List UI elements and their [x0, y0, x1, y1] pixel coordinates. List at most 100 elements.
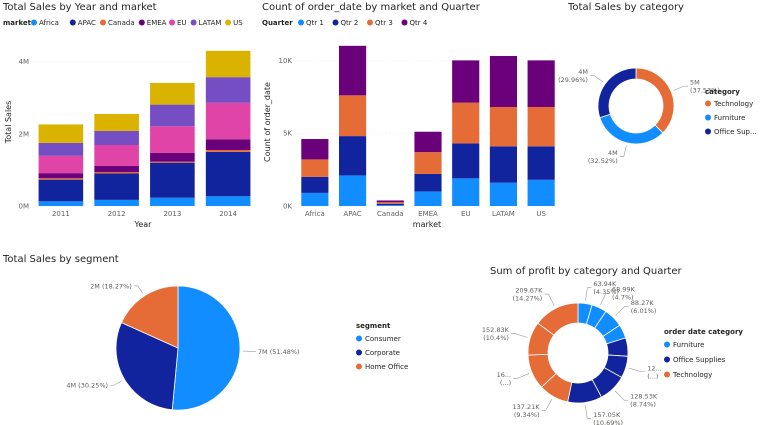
bar-segment[interactable]: [205, 139, 251, 151]
pie-slice[interactable]: [537, 302, 579, 336]
bar-segment[interactable]: [38, 173, 84, 179]
bar-segment[interactable]: [38, 201, 84, 206]
pie-slice[interactable]: [597, 67, 637, 119]
bar-segment[interactable]: [489, 146, 518, 183]
legend-item[interactable]: Qtr 4: [410, 19, 428, 27]
donut-area: 5M(37.53%)4M(32.52%)4M(29.96%): [558, 67, 720, 165]
legend-item[interactable]: APAC: [78, 19, 96, 27]
bar-segment[interactable]: [205, 151, 251, 197]
pie-slice[interactable]: [120, 285, 179, 349]
bar-segment[interactable]: [338, 175, 367, 206]
bar-segment[interactable]: [94, 130, 139, 146]
legend-item[interactable]: Qtr 1: [306, 19, 324, 27]
legend-item[interactable]: Canada: [108, 19, 135, 27]
bar-segment[interactable]: [414, 173, 442, 192]
legend-marker: [190, 19, 197, 26]
bar-segment[interactable]: [301, 139, 329, 160]
legend-item[interactable]: Office Supplies: [673, 356, 726, 364]
sales-by-category-chart: Total Sales by category 5M(37.53%)4M(32.…: [558, 2, 757, 165]
bar-segment[interactable]: [414, 131, 442, 153]
y-tick-label: 2M: [19, 130, 30, 138]
legend-item[interactable]: Qtr 2: [341, 19, 359, 27]
bar-segment[interactable]: [376, 202, 404, 204]
legend-marker: [401, 19, 408, 26]
bar-segment[interactable]: [452, 102, 480, 144]
bar-segment[interactable]: [527, 106, 555, 147]
bar-segment[interactable]: [150, 82, 195, 105]
bar-segment[interactable]: [489, 182, 518, 206]
bar-segment[interactable]: [452, 143, 480, 179]
y-axis-label: Total Sales: [4, 101, 13, 145]
bar-segment[interactable]: [94, 145, 139, 166]
bar-segment[interactable]: [301, 192, 329, 206]
legend-item[interactable]: EMEA: [147, 19, 167, 27]
bar-segment[interactable]: [38, 178, 84, 180]
bar-segment[interactable]: [205, 77, 251, 103]
legend-marker: [100, 19, 106, 26]
pie-slice[interactable]: [171, 285, 241, 411]
bar-segment[interactable]: [205, 196, 251, 206]
bar-segment[interactable]: [414, 152, 442, 174]
pie-slice[interactable]: [115, 322, 179, 411]
leader-line: [619, 145, 627, 157]
bar-segment[interactable]: [376, 200, 404, 203]
bar-segment[interactable]: [301, 159, 329, 177]
bar-segment[interactable]: [94, 172, 139, 174]
bar-segment[interactable]: [301, 176, 329, 193]
data-label: 4M (30.25%): [66, 382, 108, 390]
bar-segment[interactable]: [38, 155, 84, 174]
bar-segment[interactable]: [94, 199, 139, 206]
legend: Technology Furniture Office Sup...: [705, 100, 757, 136]
legend-item[interactable]: US: [233, 19, 243, 27]
bar-segment[interactable]: [527, 60, 555, 107]
bar-segment[interactable]: [338, 95, 367, 137]
legend-marker: [169, 19, 175, 26]
bar-segment[interactable]: [38, 124, 84, 143]
bar-segment[interactable]: [150, 104, 195, 127]
data-label: (4.7%): [612, 294, 634, 302]
bar-segment[interactable]: [94, 165, 139, 173]
bar-segment[interactable]: [94, 173, 139, 200]
legend-item[interactable]: Furniture: [673, 341, 704, 349]
y-tick-label: 4M: [19, 58, 30, 66]
legend-item[interactable]: Office Sup...: [714, 128, 757, 136]
bar-segment[interactable]: [527, 146, 555, 180]
bar-segment[interactable]: [150, 152, 195, 162]
bar-segment[interactable]: [38, 142, 84, 156]
bar-segment[interactable]: [414, 191, 442, 206]
bar-segment[interactable]: [150, 197, 195, 206]
legend-item[interactable]: Africa: [39, 19, 59, 27]
legend-marker: [664, 356, 670, 363]
bar-segment[interactable]: [94, 113, 139, 131]
bar-segment[interactable]: [205, 102, 251, 140]
legend-item[interactable]: Corporate: [365, 349, 400, 357]
bar-segment[interactable]: [376, 205, 404, 206]
bar-segment[interactable]: [205, 150, 251, 152]
bar-segment[interactable]: [489, 56, 518, 107]
bar-segment[interactable]: [150, 162, 195, 198]
bar-segment[interactable]: [452, 178, 480, 206]
bar-segment[interactable]: [338, 45, 367, 96]
bar-segment[interactable]: [452, 60, 480, 103]
bar-segment[interactable]: [527, 179, 555, 206]
legend-item[interactable]: EU: [177, 19, 187, 27]
legend-item[interactable]: Qtr 3: [375, 19, 393, 27]
bar-segment[interactable]: [376, 203, 404, 206]
legend-marker: [138, 19, 145, 26]
pie-slice[interactable]: [599, 113, 664, 145]
bar-segment[interactable]: [150, 126, 195, 153]
legend-item[interactable]: LATAM: [199, 19, 222, 27]
bar-segment[interactable]: [205, 50, 251, 78]
bar-segment[interactable]: [489, 106, 518, 147]
legend-item[interactable]: Consumer: [365, 335, 401, 343]
pie-slice[interactable]: [635, 67, 675, 134]
legend-marker: [664, 371, 670, 378]
legend-item[interactable]: Home Office: [365, 363, 408, 371]
leader-line: [585, 405, 592, 419]
legend-item[interactable]: Technology: [713, 100, 753, 108]
bar-segment[interactable]: [150, 161, 195, 163]
legend-item[interactable]: Technology: [672, 371, 712, 379]
legend-item[interactable]: Furniture: [714, 114, 745, 122]
bar-segment[interactable]: [338, 136, 367, 176]
bar-segment[interactable]: [38, 179, 84, 202]
